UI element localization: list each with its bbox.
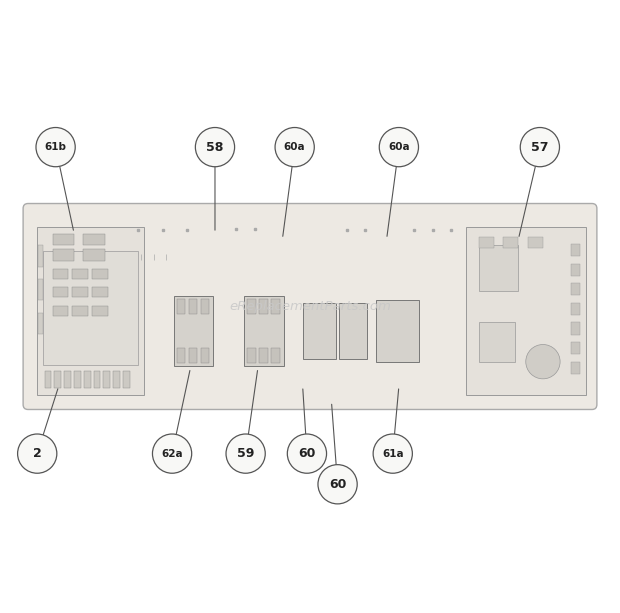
Bar bbox=[72, 287, 88, 297]
Bar bbox=[53, 287, 68, 297]
Bar bbox=[38, 245, 43, 267]
Bar bbox=[53, 269, 68, 279]
Bar bbox=[38, 279, 43, 300]
Bar bbox=[570, 283, 580, 295]
Text: 60: 60 bbox=[298, 447, 316, 460]
Text: 61a: 61a bbox=[382, 449, 404, 459]
Bar bbox=[247, 299, 255, 314]
Bar bbox=[92, 287, 108, 297]
Bar bbox=[570, 322, 580, 335]
Text: 61b: 61b bbox=[45, 142, 66, 152]
Bar bbox=[479, 245, 518, 291]
Circle shape bbox=[520, 128, 559, 167]
Text: 57: 57 bbox=[531, 140, 549, 154]
Circle shape bbox=[226, 434, 265, 473]
Bar bbox=[177, 299, 185, 314]
Bar bbox=[177, 348, 185, 363]
Bar bbox=[259, 299, 268, 314]
Bar bbox=[247, 348, 255, 363]
Bar bbox=[104, 371, 110, 388]
Bar bbox=[92, 269, 108, 279]
Bar bbox=[201, 299, 209, 314]
Bar bbox=[188, 348, 197, 363]
Bar bbox=[303, 303, 337, 359]
Bar bbox=[123, 371, 130, 388]
Circle shape bbox=[275, 128, 314, 167]
Bar bbox=[479, 322, 515, 362]
Bar bbox=[259, 348, 268, 363]
Bar bbox=[570, 264, 580, 276]
Bar bbox=[83, 234, 105, 245]
Bar bbox=[570, 342, 580, 354]
Bar bbox=[188, 299, 197, 314]
Bar bbox=[45, 371, 51, 388]
Bar bbox=[244, 296, 284, 367]
Text: 59: 59 bbox=[237, 447, 254, 460]
Circle shape bbox=[379, 128, 419, 167]
FancyBboxPatch shape bbox=[23, 204, 597, 409]
Bar bbox=[38, 313, 43, 334]
Bar bbox=[174, 296, 213, 367]
Bar bbox=[53, 249, 74, 261]
Bar bbox=[83, 249, 105, 261]
Bar bbox=[528, 237, 543, 248]
Text: 60: 60 bbox=[329, 478, 347, 491]
Bar bbox=[479, 237, 494, 248]
Text: 2: 2 bbox=[33, 447, 42, 460]
Bar bbox=[570, 303, 580, 315]
Circle shape bbox=[526, 345, 560, 379]
Bar bbox=[84, 371, 91, 388]
Bar bbox=[74, 371, 81, 388]
Bar bbox=[272, 299, 280, 314]
Text: 58: 58 bbox=[206, 140, 224, 154]
Bar bbox=[201, 348, 209, 363]
Text: 60a: 60a bbox=[388, 142, 410, 152]
Bar bbox=[72, 306, 88, 316]
Bar bbox=[272, 348, 280, 363]
Circle shape bbox=[373, 434, 412, 473]
Circle shape bbox=[36, 128, 75, 167]
Circle shape bbox=[195, 128, 234, 167]
Circle shape bbox=[17, 434, 57, 473]
Bar bbox=[339, 303, 367, 359]
Text: 60a: 60a bbox=[284, 142, 306, 152]
Text: 62a: 62a bbox=[161, 449, 183, 459]
Bar bbox=[92, 306, 108, 316]
Circle shape bbox=[153, 434, 192, 473]
Circle shape bbox=[318, 465, 357, 504]
Bar bbox=[570, 362, 580, 374]
Text: eReplacementParts.com: eReplacementParts.com bbox=[229, 300, 391, 313]
Circle shape bbox=[287, 434, 327, 473]
Bar bbox=[503, 237, 518, 248]
Bar bbox=[570, 244, 580, 256]
Bar bbox=[376, 300, 419, 362]
Bar bbox=[94, 371, 100, 388]
Bar bbox=[53, 306, 68, 316]
Bar bbox=[55, 371, 61, 388]
Bar bbox=[72, 269, 88, 279]
Bar bbox=[466, 227, 586, 395]
Bar bbox=[53, 234, 74, 245]
Bar bbox=[37, 227, 144, 395]
Bar bbox=[64, 371, 71, 388]
Bar bbox=[113, 371, 120, 388]
Bar bbox=[43, 251, 138, 365]
